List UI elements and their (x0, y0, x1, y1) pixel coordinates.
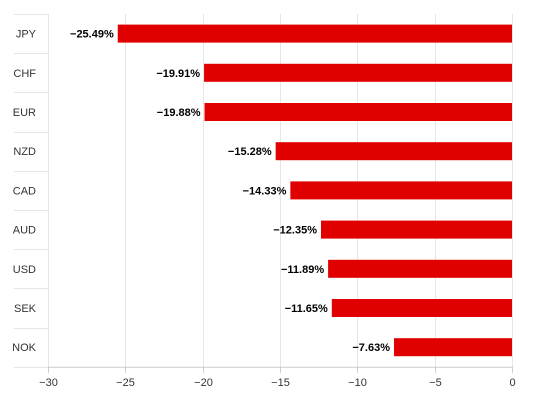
bar (393, 338, 512, 357)
data-label: −14.33% (243, 185, 287, 197)
data-label: −19.91% (156, 68, 200, 80)
bar (204, 63, 513, 82)
category-label: SEK (14, 303, 37, 315)
category-label: CHF (13, 68, 36, 80)
x-tick-label: 0 (509, 377, 515, 389)
data-label: −11.89% (281, 264, 324, 276)
x-axis: −30 −25 −20 −15 −10 −5 0 (39, 366, 516, 389)
data-label: −12.35% (273, 225, 317, 237)
data-labels: −25.49% −19.91% −19.88% −15.28% −14.33% −12.3… (70, 29, 390, 355)
x-tick-label: −10 (348, 377, 367, 389)
x-tick-label: −5 (429, 377, 442, 389)
category-label: JPY (16, 29, 37, 41)
category-label: NZD (13, 146, 36, 158)
category-label: USD (13, 264, 36, 276)
bar (320, 220, 512, 239)
category-separators (14, 14, 49, 368)
data-label: −7.63% (352, 342, 390, 354)
category-label: EUR (13, 107, 36, 119)
data-label: −11.65% (285, 303, 328, 315)
bar (290, 181, 512, 200)
category-label: CAD (13, 185, 36, 197)
x-tick-label: −15 (271, 377, 290, 389)
data-label: −25.49% (70, 29, 114, 41)
data-label: −15.28% (228, 146, 272, 158)
category-label: NOK (12, 342, 37, 354)
data-label: −19.88% (157, 107, 201, 119)
bar (328, 259, 512, 278)
x-tick-label: −25 (116, 377, 135, 389)
bar (117, 24, 512, 43)
bar (204, 103, 513, 121)
bar (331, 299, 512, 317)
category-label: AUD (13, 225, 36, 237)
bar (275, 142, 512, 161)
x-tick-label: −20 (194, 377, 213, 389)
bars (117, 24, 513, 357)
x-tick-label: −30 (39, 377, 58, 389)
category-labels: JPY CHF EUR NZD CAD AUD USD SEK NOK (12, 29, 37, 355)
